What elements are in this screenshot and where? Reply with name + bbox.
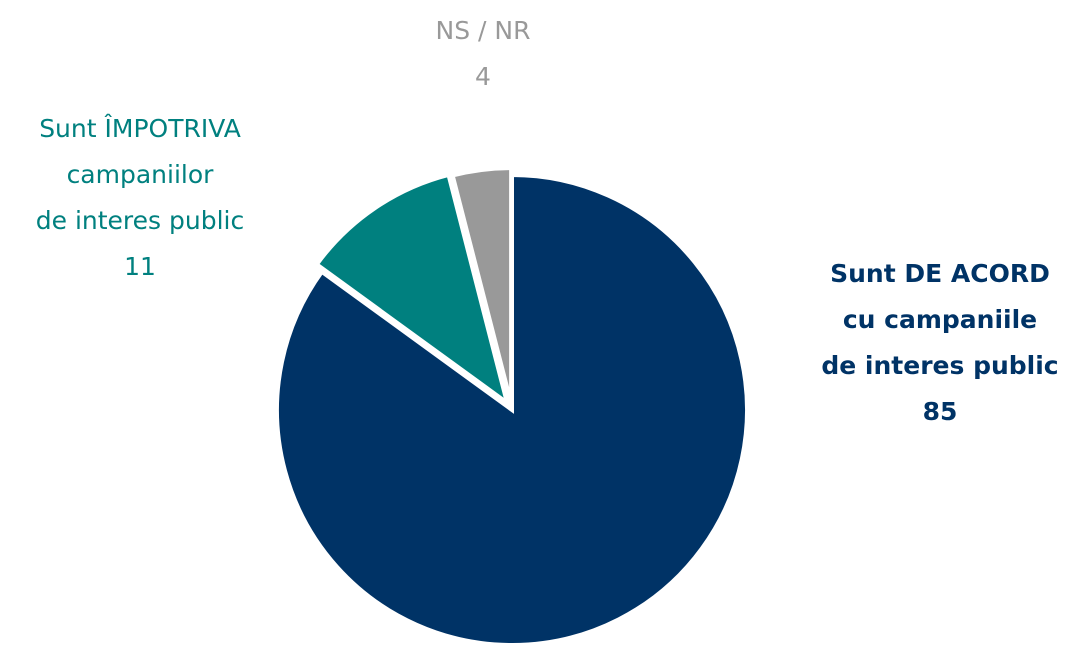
- slice-label: de interes public: [821, 351, 1058, 380]
- slice-label: de interes public: [36, 206, 244, 235]
- pie-slice: [275, 172, 749, 645]
- value-label: 85: [923, 397, 958, 426]
- slice-label: Sunt DE ACORD: [830, 259, 1050, 288]
- slice-label: campaniilor: [67, 160, 215, 189]
- slice-label: NS / NR: [436, 16, 531, 45]
- pie-slice: [314, 172, 511, 408]
- pie-slice: [450, 166, 514, 404]
- slice-label: cu campaniile: [843, 305, 1037, 334]
- value-label: 11: [124, 252, 156, 281]
- value-label: 4: [475, 62, 491, 91]
- slice-label: Sunt ÎMPOTRIVA: [39, 114, 241, 143]
